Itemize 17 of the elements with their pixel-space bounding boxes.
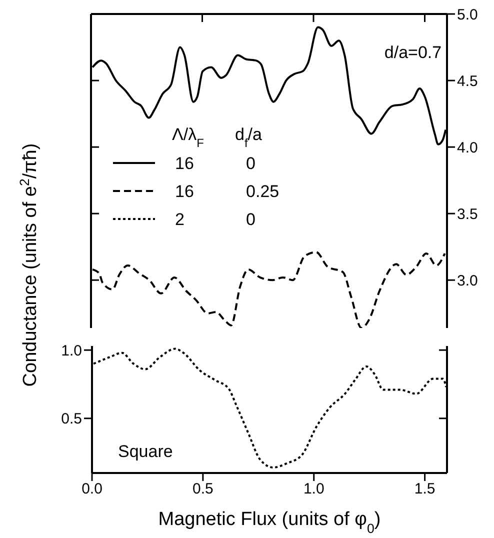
text: 2 0	[175, 210, 256, 229]
y-tick-label: 3.5	[457, 206, 478, 223]
x-tick-label: 1.0	[303, 480, 324, 498]
text: Λ/λ$_{F}$ d$_{f}$/a	[172, 125, 262, 150]
y-tick-label: 5.0	[457, 6, 478, 24]
x-tick-label: 0.5	[192, 480, 214, 498]
legend-label: 16 0	[175, 154, 256, 173]
y-tick-label: 3.0	[457, 272, 478, 290]
legend-label: 16 0.25	[175, 182, 280, 201]
line-series	[92, 348, 447, 469]
annotation: d/a=0.7	[384, 43, 442, 62]
y-tick-label: 4.0	[457, 139, 478, 156]
y-tick-label: 4.5	[457, 72, 478, 90]
x-tick-label: 0.0	[82, 480, 102, 498]
x-axis-title: Magnetic Flux (units of φ$_{0}$)	[158, 509, 381, 536]
x-tick-label: 1.5	[414, 480, 436, 498]
annotation: Square	[118, 442, 173, 461]
